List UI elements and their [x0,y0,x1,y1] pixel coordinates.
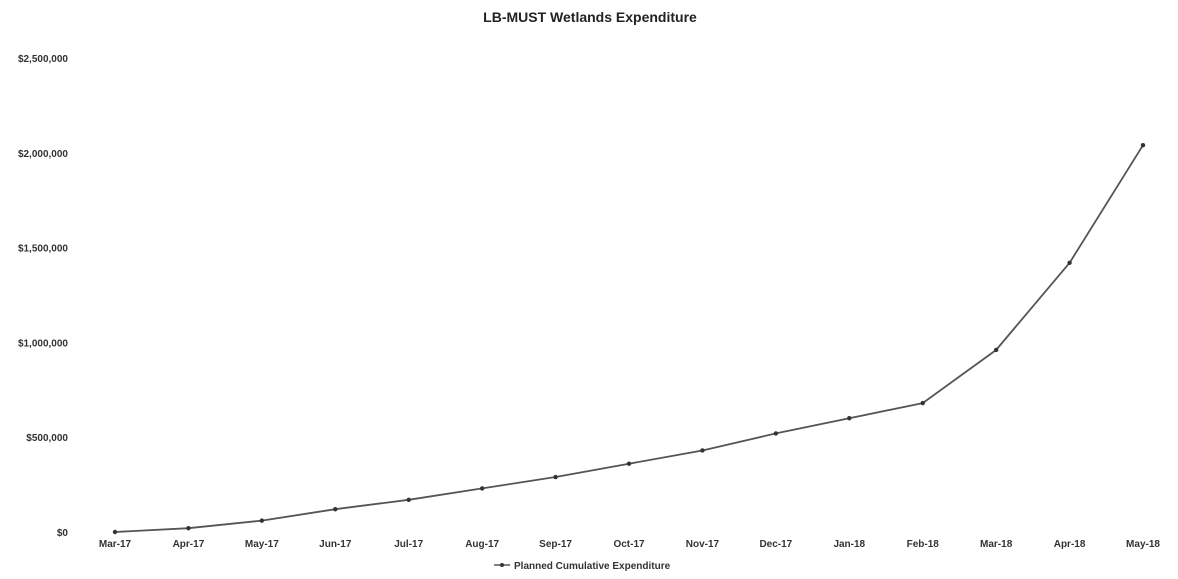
legend-marker [500,563,504,567]
data-point [1140,143,1146,148]
data-point [700,448,705,453]
x-tick-label: Oct-17 [613,539,645,550]
y-axis: $0 $500,000 $1,000,000 $1,500,000 $2,000,000… [18,54,68,539]
x-tick-label: Jul-17 [394,539,423,550]
x-tick-label: Nov-17 [686,539,720,550]
y-tick-label: $0 [57,528,69,539]
data-point [626,461,632,466]
legend-label: Planned Cumulative Expenditure [514,561,671,572]
x-tick-label: Jan-18 [833,539,865,550]
plot-area [112,143,1146,535]
x-tick-label: Feb-18 [907,539,940,550]
chart-title: LB-MUST Wetlands Expenditure [483,9,697,25]
data-point [406,497,411,502]
data-point [479,486,485,491]
x-tick-label: May-18 [1126,539,1160,550]
data-point [773,431,779,436]
y-tick-label: $1,000,000 [18,338,68,349]
x-axis: Mar-17 Apr-17 May-17 Jun-17 Jul-17 Aug-17 Sep-… [99,539,1161,550]
x-tick-label: Sep-17 [539,539,572,550]
data-point [112,529,118,535]
x-tick-label: Aug-17 [465,539,499,550]
x-tick-label: Apr-17 [173,539,205,550]
data-point [920,400,925,406]
legend: Planned Cumulative Expenditure [494,561,671,572]
data-point [186,526,191,531]
x-tick-label: Dec-17 [759,539,792,550]
series-line [114,144,1144,533]
y-tick-label: $2,500,000 [18,54,68,65]
data-point [553,474,558,480]
y-tick-label: $2,000,000 [18,149,68,160]
x-tick-label: Mar-18 [980,539,1013,550]
y-tick-label: $500,000 [26,433,68,444]
y-tick-label: $1,500,000 [18,244,68,255]
x-tick-label: Mar-17 [99,539,132,550]
data-point [333,507,338,512]
data-point [259,518,265,523]
x-tick-label: May-17 [245,539,279,550]
x-tick-label: Jun-17 [319,539,352,550]
data-point [847,416,852,421]
data-point [1067,260,1072,265]
data-point [993,347,999,353]
x-tick-label: Apr-18 [1054,539,1086,550]
